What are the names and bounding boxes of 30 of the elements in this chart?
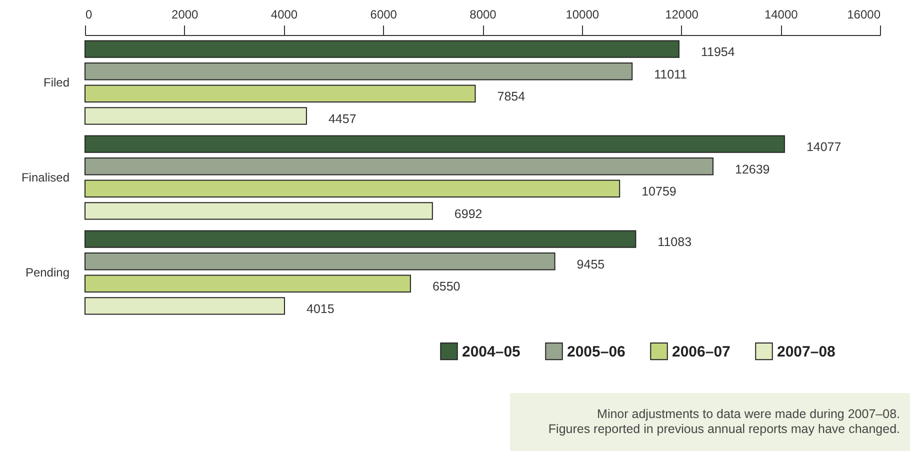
text: Figures reported in previous annual reports may have changed. (547, 422, 900, 437)
data-label: 4015 (306, 302, 334, 316)
legend-label: 2007–08 (777, 343, 836, 360)
data-label: 7854 (497, 90, 526, 104)
data-label: 6550 (432, 280, 460, 294)
x-tick-label: 2000 (172, 8, 199, 22)
y-tick-label: Finalised (21, 170, 70, 184)
y-tick-label: Pending (25, 266, 70, 280)
x-tick-label: 6000 (370, 8, 398, 22)
data-label: 12639 (735, 162, 770, 176)
data-label: 11011 (654, 67, 688, 82)
x-tick-label: 16000 (847, 8, 881, 22)
data-label: 6992 (454, 206, 482, 221)
data-label: 14077 (806, 140, 842, 154)
data-label: 11083 (658, 235, 692, 250)
x-tick-label: 8000 (470, 8, 497, 22)
x-tick-label: 14000 (764, 8, 798, 22)
data-label: 10759 (642, 184, 676, 199)
legend-label: 2006–07 (672, 343, 730, 360)
data-label: 11954 (700, 45, 735, 60)
x-tick-label: 0 (86, 8, 92, 22)
x-tick-label: 4000 (270, 8, 298, 22)
legend-label: 2005–06 (567, 343, 626, 360)
legend-label: 2004–05 (462, 343, 520, 360)
x-tick-label: 12000 (665, 8, 699, 22)
text: Minor adjustments to data were made during 2007–08. (596, 407, 900, 422)
data-label: 4457 (328, 112, 356, 126)
x-tick-label: 10000 (566, 8, 600, 22)
y-tick-label: Filed (43, 76, 70, 90)
data-label: 9455 (576, 257, 605, 272)
